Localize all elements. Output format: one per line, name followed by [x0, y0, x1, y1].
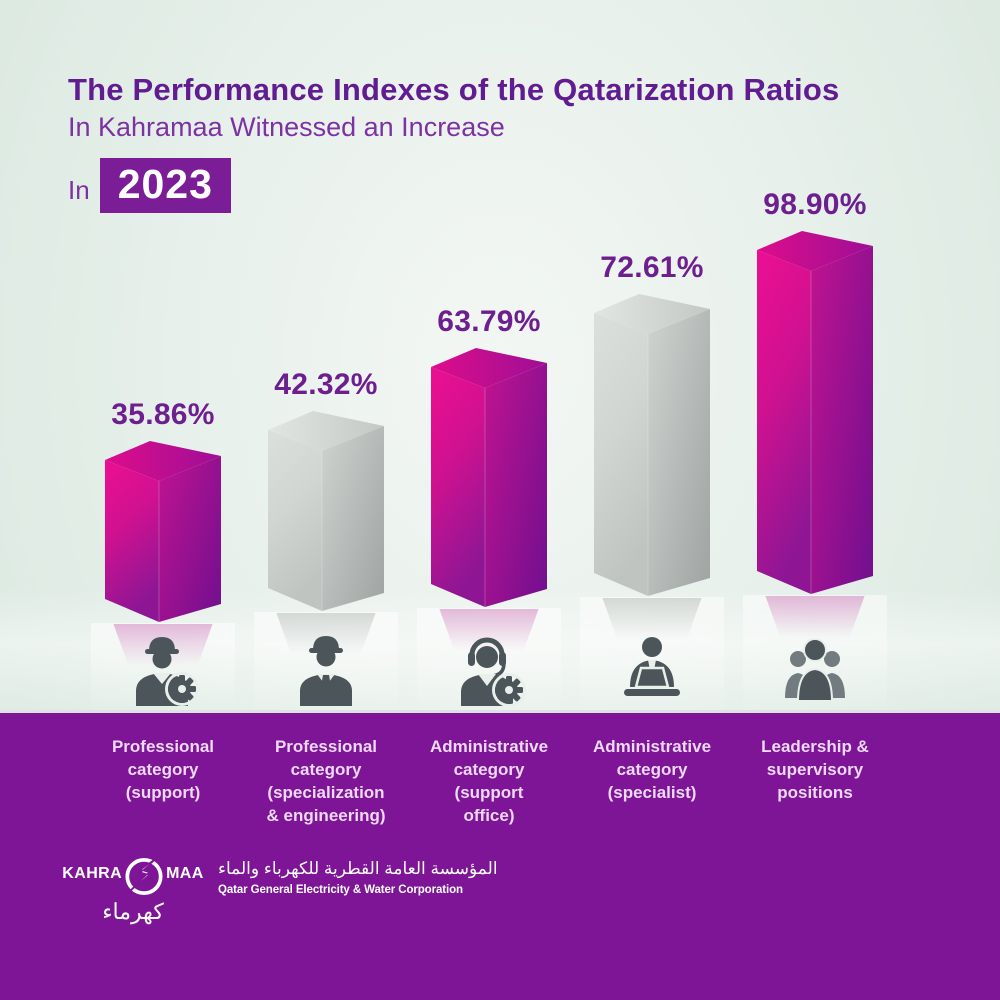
bar-left-face	[431, 367, 485, 607]
category-label: Professional category (support)	[111, 737, 215, 803]
value-label: 98.90%	[763, 188, 867, 221]
bar-magenta	[757, 231, 873, 594]
value-label: 35.86%	[111, 398, 215, 431]
bar-top-face	[757, 231, 873, 271]
bar-magenta	[105, 441, 221, 622]
bar-silver	[594, 294, 710, 596]
value-label: 63.79%	[437, 305, 541, 338]
bar-top-face	[268, 411, 384, 451]
page-title: The Performance Indexes of the Qatarizat…	[68, 72, 840, 107]
brand-text-maa: MAA	[166, 865, 204, 882]
bar-left-face	[757, 250, 811, 594]
bar-magenta	[431, 348, 547, 607]
value-label: 42.32%	[274, 368, 378, 401]
category-band: Professional category (support) Professio…	[0, 710, 1000, 1000]
bar-right-face	[159, 456, 221, 622]
lightning-bolt-icon	[123, 849, 167, 897]
bar-left-face	[268, 430, 322, 611]
bar-left-face	[105, 460, 159, 622]
bar-reflection	[602, 598, 702, 644]
bar-top-face	[594, 294, 710, 334]
category-label: Administrative category (support office)	[429, 737, 549, 826]
employee-laptop-icon	[624, 637, 680, 696]
category-label: Leadership & supervisory positions	[761, 737, 869, 803]
bar-right-face	[648, 309, 710, 596]
bar-top-face	[105, 441, 221, 481]
english-corporation-name: Qatar General Electricity & Water Corpor…	[218, 884, 463, 897]
bar-right-face	[485, 363, 547, 607]
worker-gear-icon	[136, 637, 199, 706]
kahramaa-logo: KAHRA MAA كهرماء المؤسسة العامة القطرية …	[62, 847, 498, 923]
category-label: Administrative category (specialist)	[592, 737, 712, 803]
brand-text-kahra: KAHRA	[62, 865, 123, 882]
bar-top-face	[431, 348, 547, 388]
page-subtitle: In Kahramaa Witnessed an Increase	[68, 112, 505, 142]
engineer-icon	[300, 636, 352, 706]
bar-silver	[268, 411, 384, 611]
year-row: In 2023	[68, 158, 231, 213]
arabic-corporation-name: المؤسسة العامة القطرية للكهرباء والماء	[218, 859, 498, 878]
bar-reflection	[765, 596, 865, 642]
bar-right-face	[811, 246, 873, 594]
bar-right-face	[322, 426, 384, 611]
corporation-name-block: المؤسسة العامة القطرية للكهرباء والماء Q…	[218, 847, 498, 896]
support-agent-gear-icon	[461, 637, 526, 706]
arabic-wordmark: كهرماء	[102, 899, 164, 924]
bar-left-face	[594, 313, 648, 596]
year-badge: 2023	[99, 158, 231, 213]
team-icon	[785, 638, 845, 702]
kahramaa-wordmark-block: KAHRA MAA كهرماء	[62, 847, 204, 923]
year-prefix: In	[68, 175, 90, 205]
value-label: 72.61%	[600, 251, 704, 284]
category-label: Professional category (specialization & …	[266, 737, 386, 826]
